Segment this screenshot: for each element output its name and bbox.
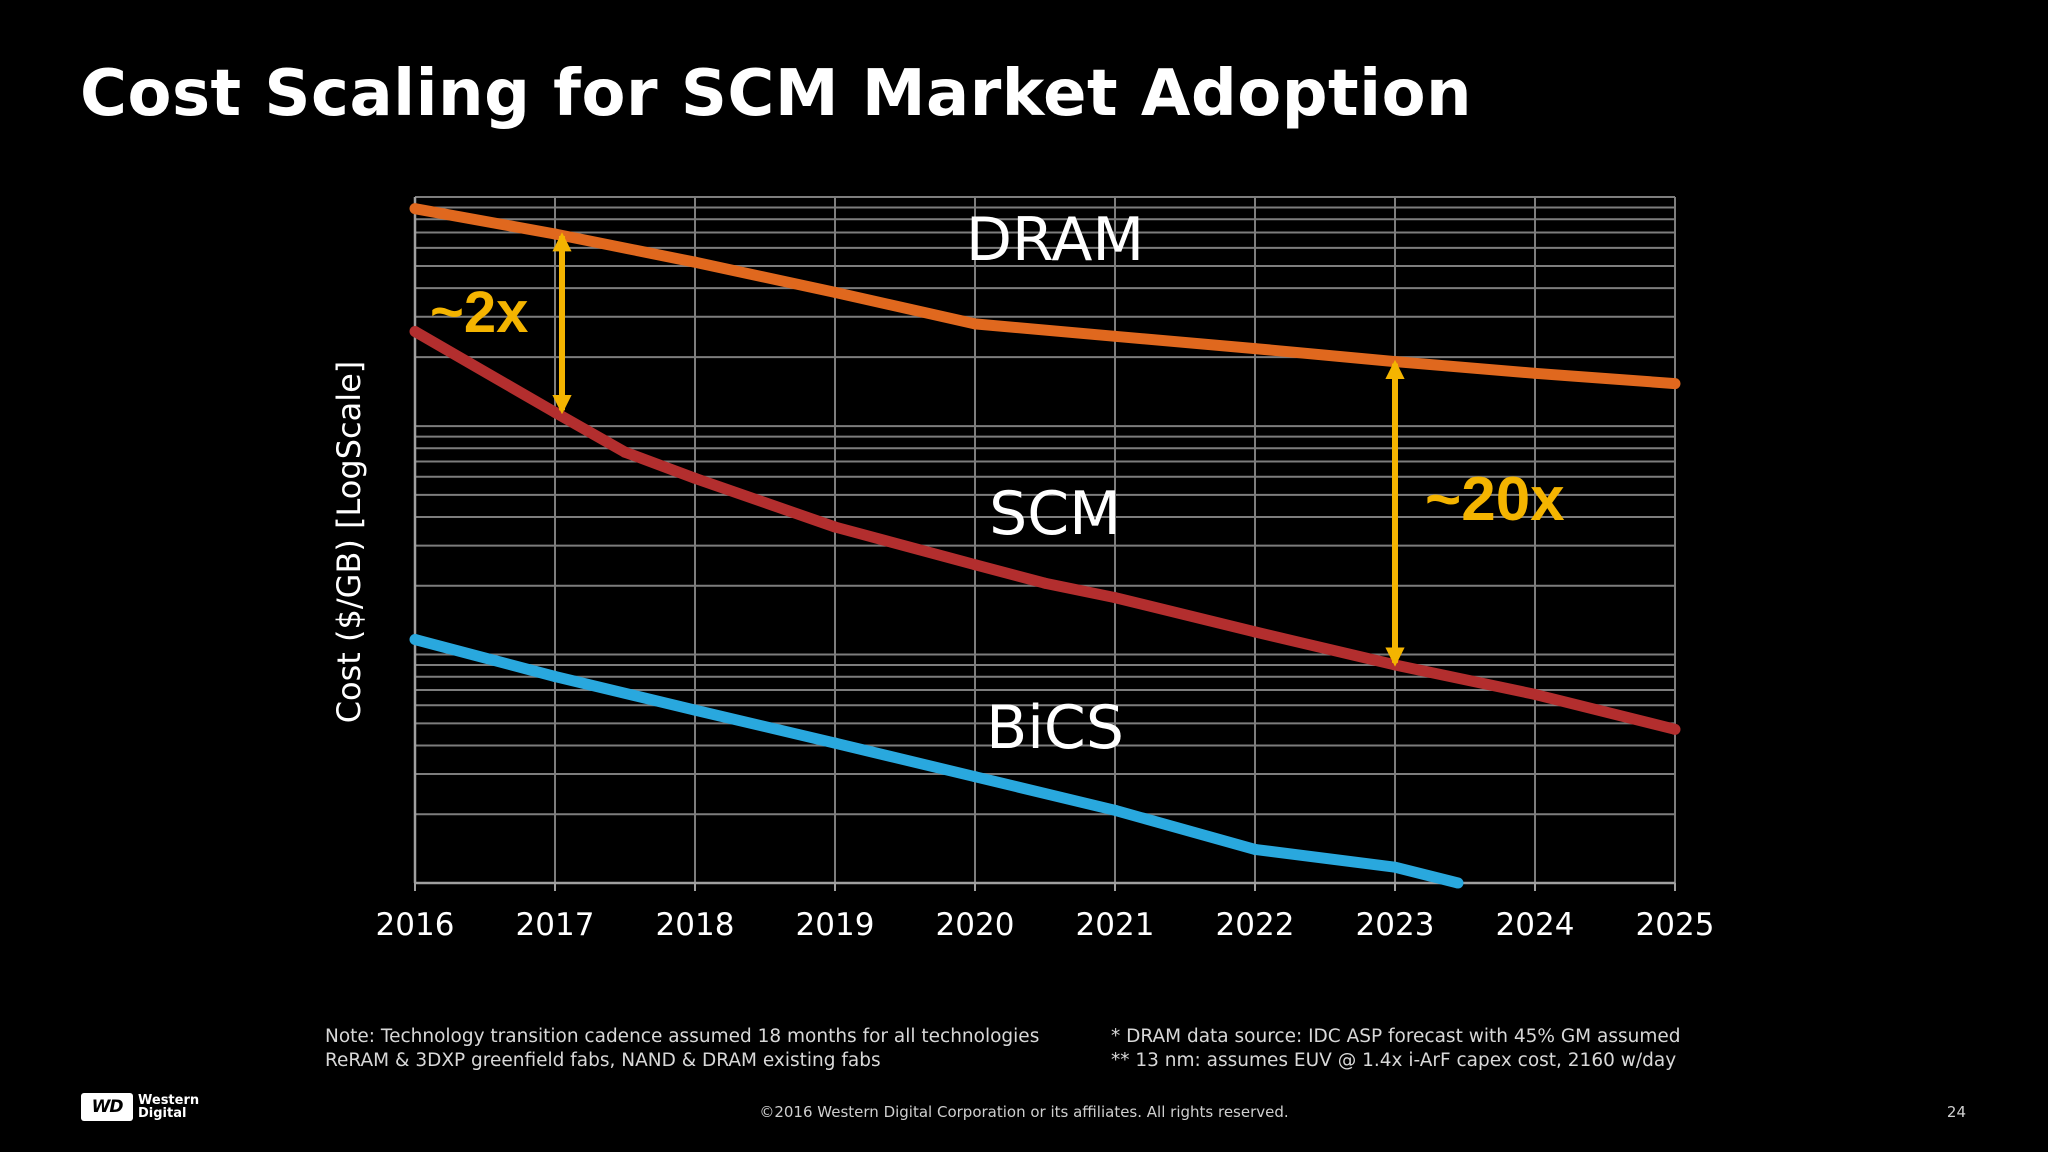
footnote-line: * DRAM data source: IDC ASP forecast wit… <box>1111 1026 1681 1047</box>
footnote-right: * DRAM data source: IDC ASP forecast wit… <box>1111 1025 1681 1073</box>
x-tick-label: 2022 <box>1216 907 1295 943</box>
chart-labels: DRAM SCM BiCS <box>966 205 1144 763</box>
series-line-dram <box>414 203 1676 390</box>
data-point-scm <box>1669 723 1681 735</box>
x-tick-label: 2020 <box>936 907 1015 943</box>
chart-axes: 2016 2017 2018 2019 2020 2021 2022 2023 2024 2025… <box>330 197 1714 943</box>
x-tick-label: 2024 <box>1496 907 1575 943</box>
data-point-scm <box>549 406 561 418</box>
data-point-dram <box>1109 330 1121 342</box>
data-point-scm <box>829 521 841 533</box>
logo-wordmark-line: Digital <box>138 1106 187 1121</box>
data-point-scm <box>1109 592 1121 604</box>
data-point-scm <box>689 472 701 484</box>
footnote-line: ** 13 nm: assumes EUV @ 1.4x i-ArF capex… <box>1111 1050 1677 1071</box>
x-tick-label: 2017 <box>516 907 595 943</box>
logo-wordmark: Western Digital <box>138 1094 199 1120</box>
annotation-label: ~20x <box>1425 465 1565 534</box>
data-point-bics <box>969 771 981 783</box>
data-point-bics <box>689 704 701 716</box>
data-point-dram <box>1669 378 1681 390</box>
data-point-dram <box>1249 343 1261 355</box>
chart-annotations: ~2x ~20x <box>430 232 1565 667</box>
page-number: 24 <box>1946 1103 1966 1121</box>
annotation-label: ~2x <box>430 280 528 345</box>
data-point-scm <box>619 446 631 458</box>
data-point-dram <box>829 286 841 298</box>
series-label-bics: BiCS <box>986 693 1124 763</box>
data-point-bics <box>1389 861 1401 873</box>
data-point-bics <box>549 671 561 683</box>
data-point-dram <box>969 318 981 330</box>
data-point-dram <box>689 256 701 268</box>
data-point-scm <box>1039 577 1051 589</box>
x-tick-label: 2016 <box>376 907 455 943</box>
data-point-bics <box>1249 843 1261 855</box>
footnote-line: ReRAM & 3DXP greenfield fabs, NAND & DRA… <box>325 1050 881 1071</box>
series-label-dram: DRAM <box>966 205 1144 275</box>
data-point-bics <box>1452 877 1464 889</box>
series-label-scm: SCM <box>989 479 1121 549</box>
series-line-scm <box>412 326 1677 735</box>
data-point-dram <box>1529 367 1541 379</box>
x-tick-label: 2019 <box>796 907 875 943</box>
western-digital-logo: WD Western Digital <box>81 1093 199 1121</box>
data-point-scm <box>409 325 421 337</box>
data-point-scm <box>1249 626 1261 638</box>
data-point-bics <box>409 633 421 645</box>
footnote-left: Note: Technology transition cadence assu… <box>325 1025 1039 1073</box>
x-tick-label: 2025 <box>1636 907 1715 943</box>
x-tick-label: 2018 <box>656 907 735 943</box>
footnote-line: Note: Technology transition cadence assu… <box>325 1026 1040 1047</box>
copyright-notice: ©2016 Western Digital Corporation or its… <box>759 1103 1289 1121</box>
data-point-bics <box>1109 804 1121 816</box>
data-point-scm <box>969 559 981 571</box>
chart-series <box>409 203 1681 889</box>
logo-wordmark-line: Western <box>138 1093 200 1108</box>
data-point-dram <box>409 203 421 215</box>
y-axis-label: Cost ($/GB) [LogScale] <box>330 361 368 724</box>
data-point-dram <box>549 228 561 240</box>
data-point-scm <box>1529 688 1541 700</box>
x-tick-label: 2023 <box>1356 907 1435 943</box>
x-tick-label: 2021 <box>1076 907 1155 943</box>
data-point-bics <box>829 737 841 749</box>
slide-title: Cost Scaling for SCM Market Adoption <box>80 57 1473 131</box>
wd-logo-icon: WD <box>81 1093 133 1121</box>
